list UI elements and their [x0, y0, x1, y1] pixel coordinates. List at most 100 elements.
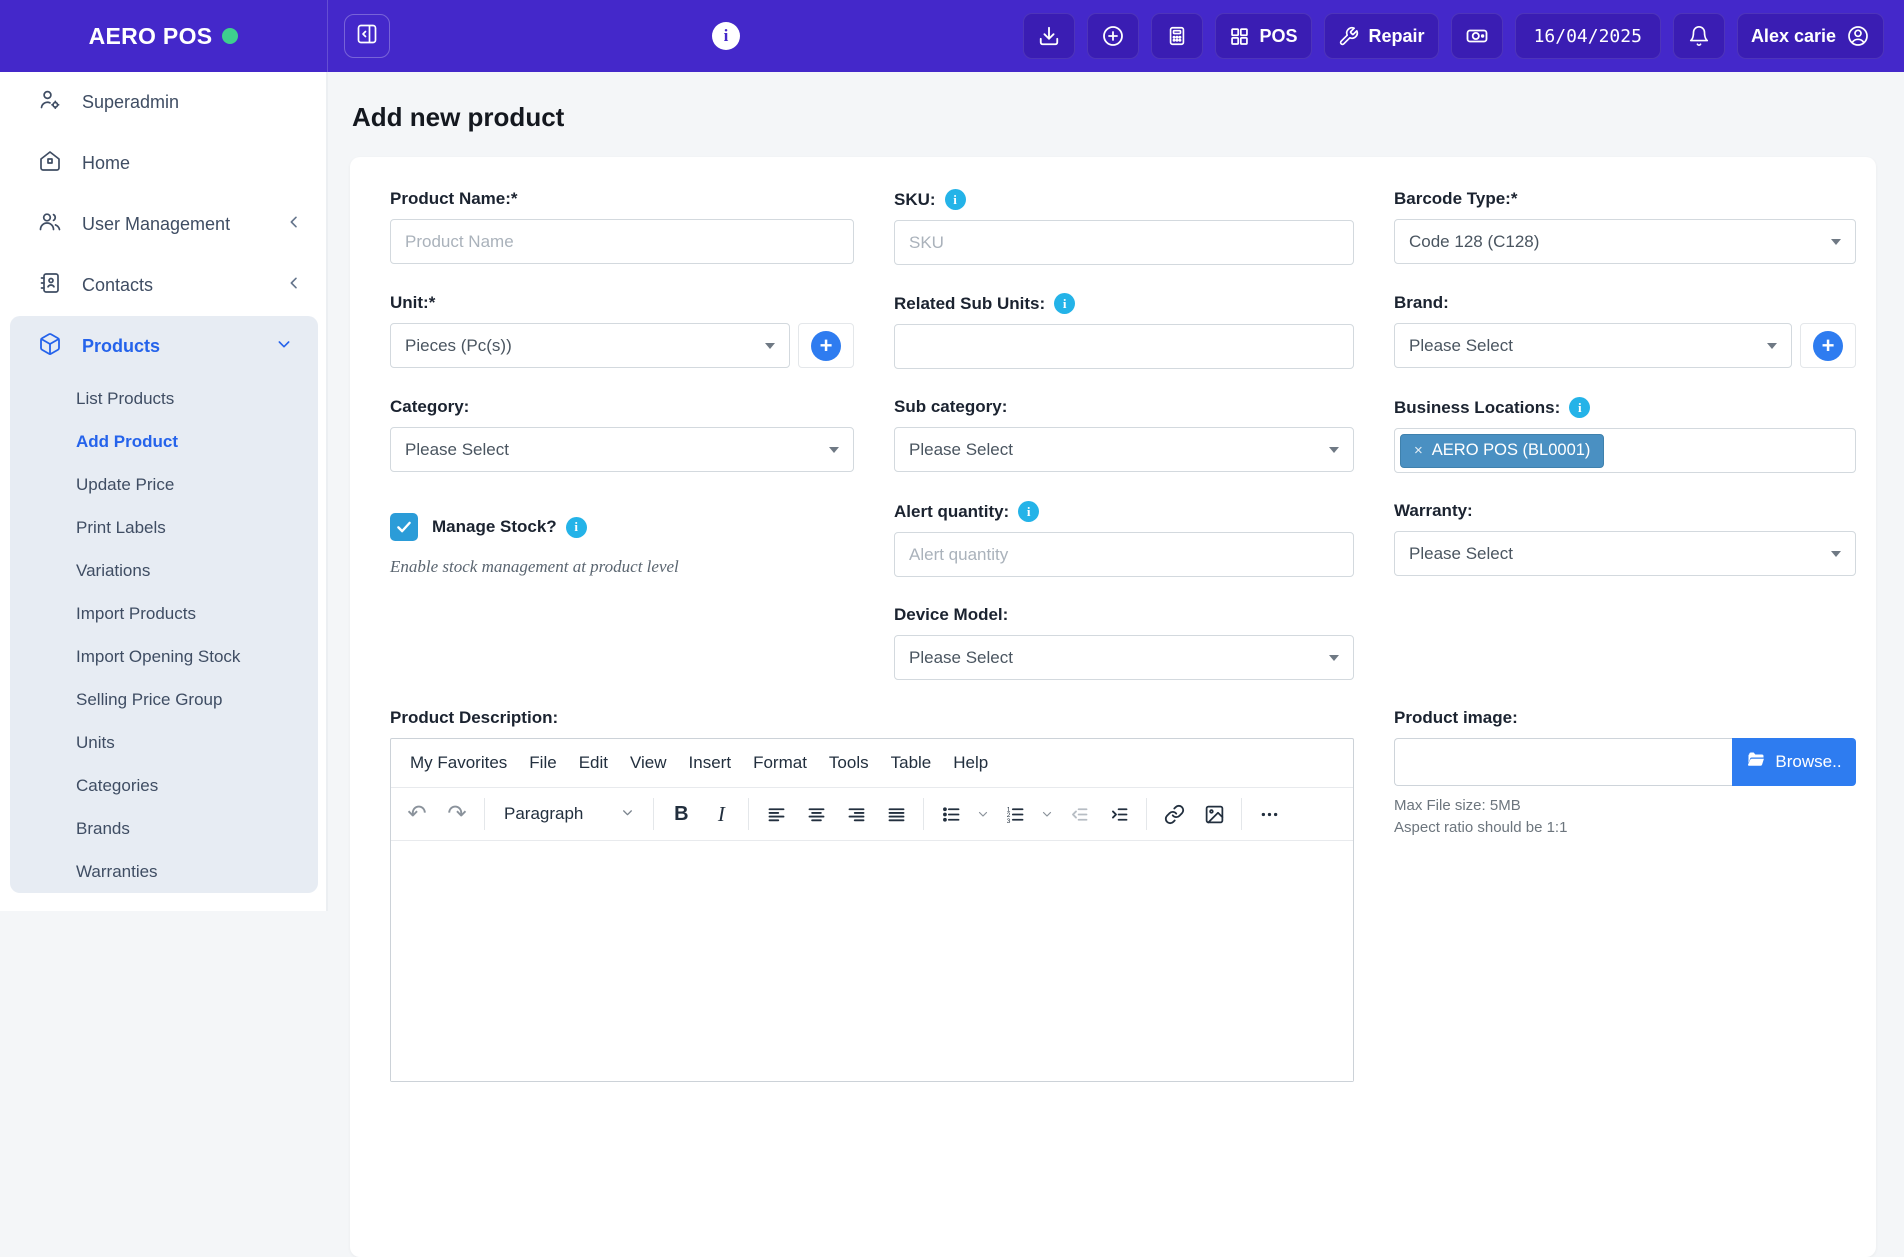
device-model-select[interactable]: Please Select [894, 635, 1354, 680]
more-toolbar-button[interactable] [1249, 794, 1289, 834]
info-icon[interactable]: i [712, 22, 740, 50]
grid-icon [1229, 26, 1250, 47]
business-locations-info-icon[interactable]: i [1569, 397, 1591, 418]
top-navbar: AERO POS i [0, 0, 1904, 72]
product-name-label: Product Name:* [390, 189, 518, 208]
notifications-button[interactable] [1672, 13, 1725, 59]
business-locations-multiselect[interactable]: × AERO POS (BL0001) [1394, 428, 1856, 473]
main-content: Add new product Product Name:* SKU: i Ba… [328, 72, 1904, 1257]
menu-edit[interactable]: Edit [578, 753, 608, 772]
menu-table[interactable]: Table [890, 753, 932, 772]
unit-select[interactable]: Pieces (Pc(s)) [390, 323, 790, 368]
brand-select[interactable]: Please Select [1394, 323, 1792, 368]
sku-label: SKU: [894, 189, 936, 209]
sku-input[interactable] [894, 220, 1354, 265]
sub-category-select[interactable]: Please Select [894, 427, 1354, 472]
related-sub-units-input[interactable] [894, 324, 1354, 369]
home-icon [38, 149, 62, 178]
bullet-list-button[interactable] [931, 794, 971, 834]
repair-button[interactable]: Repair [1323, 13, 1439, 59]
chip-remove-icon[interactable]: × [1414, 442, 1423, 459]
sidebar-subitem-variations[interactable]: Variations [76, 560, 151, 580]
menu-file[interactable]: File [529, 753, 557, 772]
sidebar-subitem-update-price[interactable]: Update Price [76, 474, 175, 494]
bold-button[interactable]: B [674, 802, 689, 825]
download-button[interactable] [1022, 13, 1075, 59]
add-brand-button[interactable]: + [1800, 323, 1856, 368]
product-name-input[interactable] [390, 219, 854, 264]
menu-tools[interactable]: Tools [828, 753, 869, 772]
link-button[interactable] [1154, 794, 1194, 834]
toolbar-divider [1241, 798, 1243, 830]
browse-button[interactable]: Browse.. [1732, 738, 1856, 786]
bullet-list-caret[interactable] [971, 794, 995, 834]
editor-toolbar: ↶ ↷ Paragraph B I [391, 788, 1353, 841]
sidebar-subitem-warranties[interactable]: Warranties [76, 861, 158, 881]
sidebar-subitem-import-products[interactable]: Import Products [76, 603, 196, 623]
add-button[interactable] [1086, 13, 1139, 59]
calculator-button[interactable] [1150, 13, 1203, 59]
align-justify-button[interactable] [876, 794, 916, 834]
outdent-button[interactable] [1059, 794, 1099, 834]
italic-button[interactable]: I [717, 801, 725, 826]
brand-label: Brand: [1394, 293, 1449, 312]
image-button[interactable] [1194, 794, 1234, 834]
sidebar-collapse-button[interactable] [344, 14, 390, 58]
barcode-type-select[interactable]: Code 128 (C128) [1394, 219, 1856, 264]
add-unit-button[interactable]: + [798, 323, 854, 368]
editor-content-area[interactable] [391, 841, 1353, 1081]
related-sub-units-info-icon[interactable]: i [1054, 293, 1076, 314]
indent-button[interactable] [1099, 794, 1139, 834]
alert-quantity-input[interactable] [894, 532, 1354, 577]
numbered-list-caret[interactable] [1035, 794, 1059, 834]
date-display[interactable]: 16/04/2025 [1514, 13, 1661, 59]
browse-button-label: Browse.. [1775, 752, 1842, 771]
sku-info-icon[interactable]: i [944, 189, 966, 210]
sidebar-item-products[interactable]: Products [10, 316, 318, 377]
user-menu-button[interactable]: Alex carie [1736, 13, 1884, 59]
field-warranty: Warranty: Please Select [1394, 501, 1856, 680]
sidebar-item-superadmin[interactable]: Superadmin [0, 72, 328, 133]
sidebar-subitem-units[interactable]: Units [76, 732, 115, 752]
sidebar-collapse-icon [355, 22, 379, 51]
field-unit: Unit:* Pieces (Pc(s)) + [390, 293, 854, 369]
cash-register-icon [1465, 24, 1489, 48]
menu-format[interactable]: Format [753, 753, 807, 772]
manage-stock-hint: Enable stock management at product level [390, 557, 679, 576]
sidebar-subitem-print-labels[interactable]: Print Labels [76, 517, 166, 537]
manage-stock-checkbox[interactable] [390, 513, 418, 541]
menu-help[interactable]: Help [953, 753, 989, 772]
align-left-button[interactable] [756, 794, 796, 834]
sidebar-subitem-add-product[interactable]: Add Product [76, 431, 178, 451]
warranty-select[interactable]: Please Select [1394, 531, 1856, 576]
category-select[interactable]: Please Select [390, 427, 854, 472]
field-sku: SKU: i [894, 189, 1354, 265]
cash-register-button[interactable] [1450, 13, 1503, 59]
business-locations-label: Business Locations: [1394, 397, 1561, 417]
undo-button[interactable]: ↶ [407, 801, 427, 827]
sidebar-subitem-selling-price-group[interactable]: Selling Price Group [76, 689, 223, 709]
sidebar-item-contacts[interactable]: Contacts [0, 255, 328, 316]
menu-insert[interactable]: Insert [688, 753, 732, 772]
manage-stock-info-icon[interactable]: i [565, 516, 587, 538]
sidebar-subitem-categories[interactable]: Categories [76, 775, 159, 795]
chevron-down-icon [276, 336, 292, 357]
chevron-down-icon [621, 804, 634, 824]
sidebar-item-home[interactable]: Home [0, 133, 328, 194]
align-right-button[interactable] [836, 794, 876, 834]
sidebar-subitem-list-products[interactable]: List Products [76, 388, 175, 408]
redo-button[interactable]: ↷ [447, 801, 467, 827]
status-dot [222, 28, 239, 44]
alert-quantity-info-icon[interactable]: i [1018, 501, 1040, 522]
sidebar-item-user-management[interactable]: User Management [0, 194, 328, 255]
menu-my-favorites[interactable]: My Favorites [410, 753, 508, 772]
product-image-file-input[interactable] [1394, 738, 1732, 786]
sidebar-subitem-brands[interactable]: Brands [76, 818, 130, 838]
plus-circle-icon [1101, 24, 1125, 48]
pos-button[interactable]: POS [1214, 13, 1312, 59]
menu-view[interactable]: View [630, 753, 667, 772]
align-center-button[interactable] [796, 794, 836, 834]
paragraph-style-select[interactable]: Paragraph [492, 794, 646, 834]
sidebar-subitem-import-opening-stock[interactable]: Import Opening Stock [76, 646, 241, 666]
